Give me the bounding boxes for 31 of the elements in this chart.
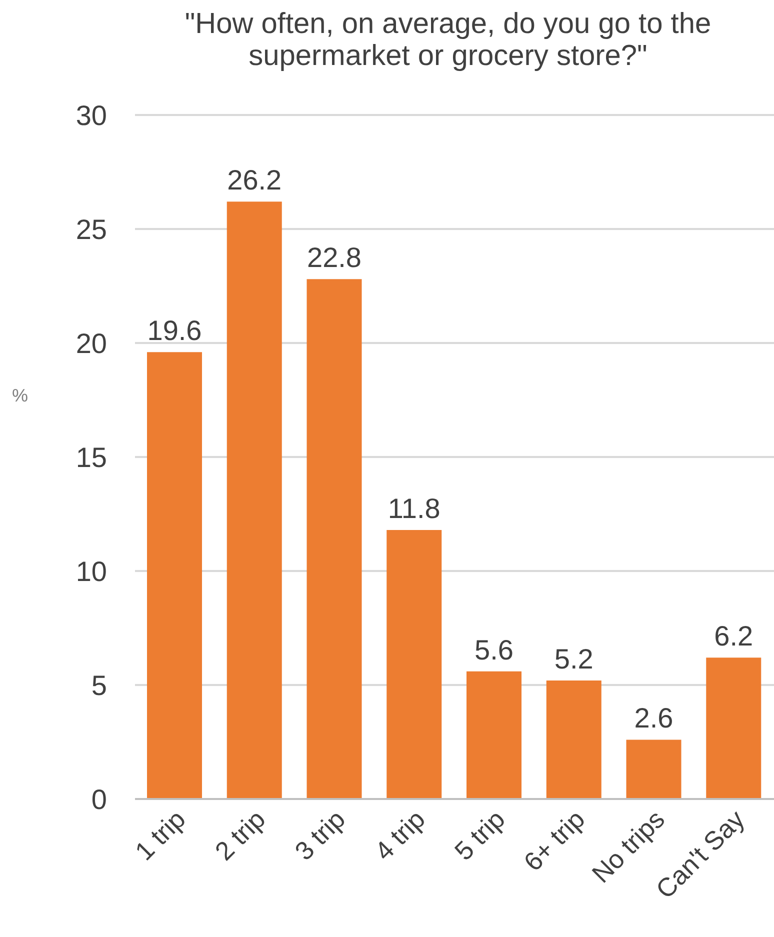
x-tick-label: 1 trip: [129, 804, 192, 866]
bar: [466, 671, 522, 799]
x-tick-label: 4 trip: [368, 804, 431, 866]
data-label: 22.8: [307, 242, 362, 274]
x-tick-label: 2 trip: [208, 804, 272, 866]
data-label: 5.6: [474, 634, 514, 666]
x-tick-label: 5 trip: [448, 804, 511, 866]
y-tick-label: 15: [76, 442, 107, 473]
y-axis-title: %: [12, 385, 28, 406]
bar: [626, 740, 682, 799]
bar: [546, 680, 602, 799]
data-label: 19.6: [147, 315, 202, 346]
bar: [706, 658, 762, 799]
y-tick-label: 5: [91, 670, 107, 701]
chart-title: "How often, on average, do you go to the supermarket or grocery store?": [184, 8, 712, 72]
data-label: 6.2: [714, 620, 754, 652]
y-tick-label: 0: [91, 784, 107, 815]
bar: [147, 352, 202, 799]
bar: [386, 530, 442, 799]
y-tick-label: 25: [76, 214, 107, 245]
x-tick-label: 6+ trip: [518, 804, 591, 877]
y-tick-label: 30: [76, 100, 107, 131]
data-label: 26.2: [227, 164, 282, 196]
bar: [306, 279, 362, 799]
data-label: 2.6: [634, 702, 674, 734]
x-tick-label: 3 trip: [288, 804, 351, 866]
data-label: 5.2: [554, 643, 594, 674]
bar: [226, 202, 282, 799]
y-tick-label: 10: [76, 556, 107, 587]
data-label: 11.8: [388, 492, 440, 524]
y-tick-label: 20: [76, 328, 107, 359]
